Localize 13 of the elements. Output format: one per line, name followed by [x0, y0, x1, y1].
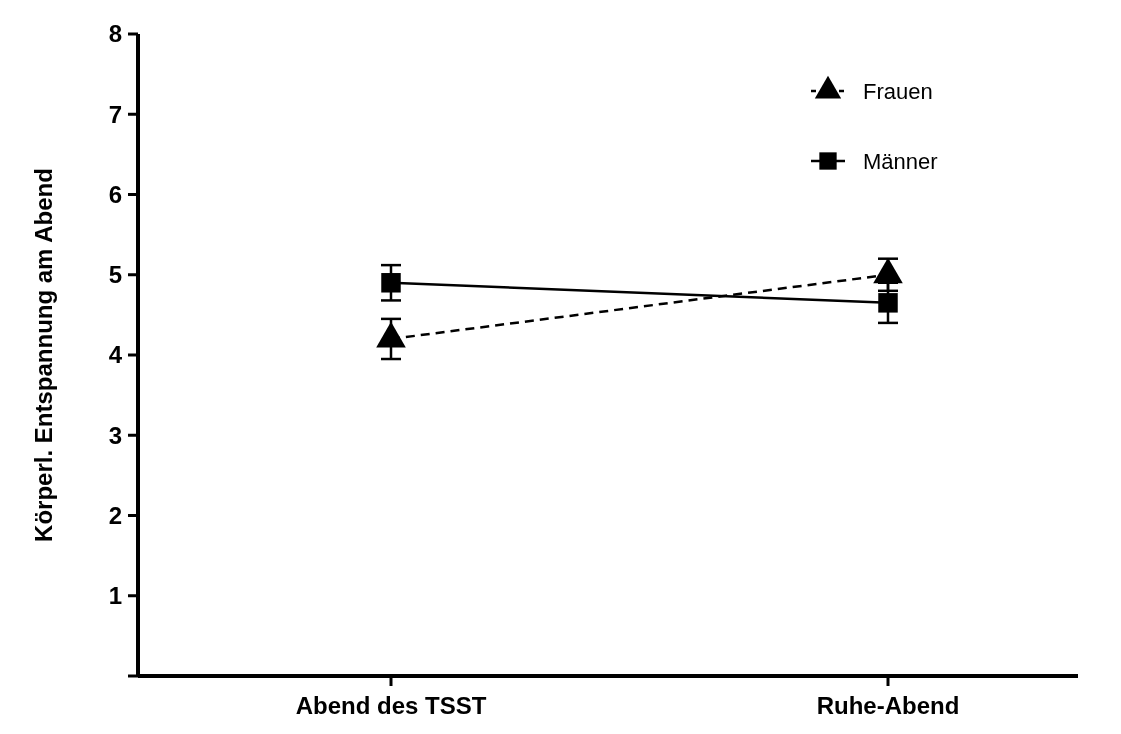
y-tick-label: 7 [108, 100, 122, 128]
y-axis-title: Körperl. Entspannung am Abend [30, 168, 57, 542]
y-tick-label: 5 [108, 261, 122, 289]
y-tick-label: 1 [108, 582, 122, 610]
y-tick-label: 4 [108, 341, 123, 369]
y-tick-label: 2 [108, 501, 122, 529]
y-tick-label: 3 [108, 421, 122, 449]
legend-label: Frauen [863, 78, 933, 104]
y-tick-label: 8 [108, 20, 122, 48]
x-tick-label: Abend des TSST [295, 692, 487, 719]
x-tick-label: Ruhe-Abend [816, 692, 960, 719]
y-tick-label: 6 [108, 180, 122, 208]
legend-label: Männer [863, 148, 938, 174]
